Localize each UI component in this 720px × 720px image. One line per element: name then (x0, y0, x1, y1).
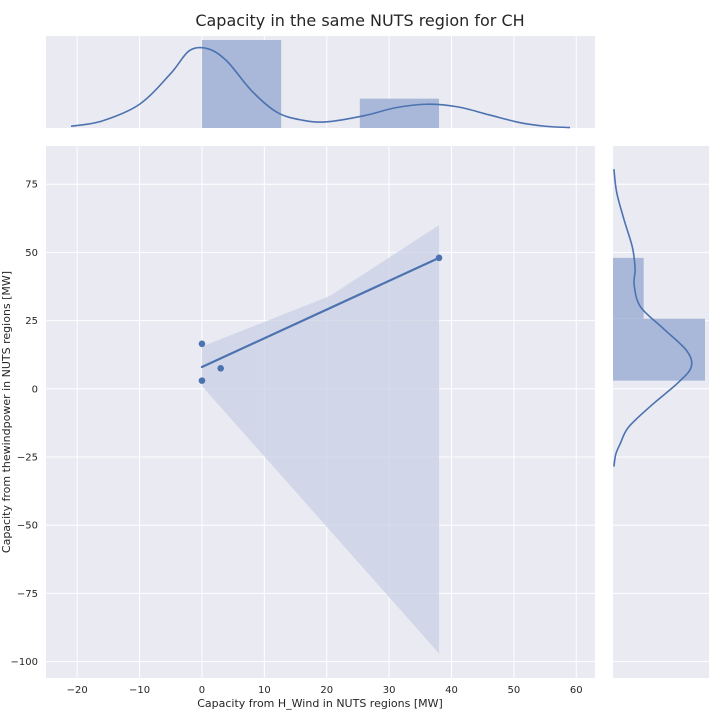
y-axis-label: Capacity from thewindpower in NUTS regio… (0, 271, 13, 553)
y-tick-label: 25 (25, 316, 38, 327)
x-axis-label: Capacity from H_Wind in NUTS regions [MW… (197, 697, 443, 710)
y-marginal-bar (613, 257, 644, 319)
y-tick-label: 50 (25, 248, 38, 259)
x-tick-label: 50 (508, 685, 521, 696)
y-marginal-panel (613, 146, 709, 678)
y-tick-label: 0 (32, 384, 38, 395)
x-tick-label: 30 (383, 685, 396, 696)
regression-line (200, 256, 441, 369)
y-marginal-area (613, 146, 709, 678)
y-marginal-kde (613, 169, 693, 467)
x-marginal-panel (46, 36, 595, 129)
x-marginal-kde (70, 46, 571, 129)
scatter-point (198, 377, 206, 384)
y-tick-label: −75 (17, 589, 38, 600)
y-tick-label: 75 (25, 180, 38, 191)
x-marginal-area (46, 36, 595, 128)
scatter-point (217, 365, 224, 372)
y-marginal-bar (613, 318, 705, 381)
chart-title: Capacity in the same NUTS region for CH (195, 11, 524, 30)
x-tick-label: 10 (258, 685, 271, 696)
scatter-point (435, 254, 443, 262)
x-marginal-bar (201, 40, 282, 128)
x-tick-label: 60 (570, 685, 583, 696)
y-tick-label: −25 (17, 453, 38, 464)
x-tick-label: −20 (67, 685, 88, 696)
x-tick-label: 0 (199, 685, 205, 696)
y-tick-label: −100 (11, 657, 38, 668)
confidence-band (201, 225, 440, 654)
x-tick-label: −10 (129, 685, 150, 696)
y-tick-label: −50 (17, 521, 38, 532)
x-tick-label: 40 (445, 685, 458, 696)
x-tick-label: 20 (320, 685, 333, 696)
scatter-point (198, 340, 206, 348)
